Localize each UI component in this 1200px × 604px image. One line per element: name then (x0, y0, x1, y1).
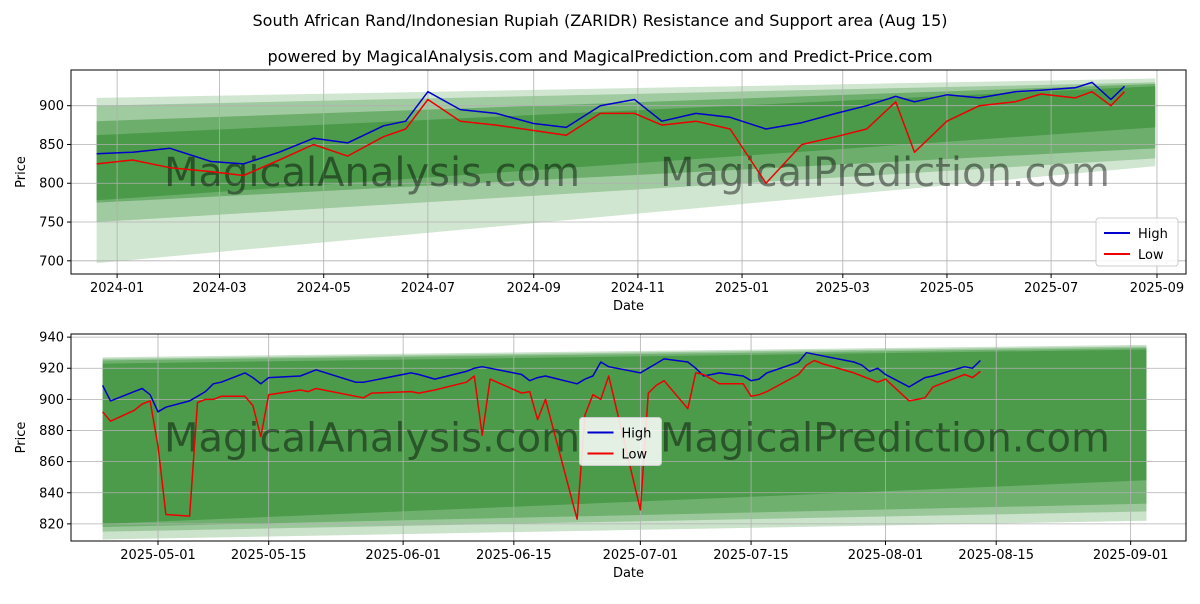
x-tick-label: 2024-05 (297, 281, 351, 296)
legend: High Low (579, 417, 662, 466)
x-tick-label: 2025-01 (715, 281, 769, 296)
x-tick-label: 2025-06-01 (365, 548, 441, 563)
x-tick-label: 2025-09 (1130, 281, 1184, 296)
legend: High Low (1095, 217, 1179, 267)
y-axis-label: Price (14, 422, 29, 454)
axes-frame (70, 333, 1187, 542)
y-tick-label: 940 (39, 331, 64, 346)
legend-low-label: Low (622, 448, 648, 463)
y-axis-label: Price (14, 156, 29, 188)
x-tick-label: 2025-06-15 (476, 548, 552, 563)
y-tick-label: 900 (39, 393, 64, 408)
x-tick-label: 2024-03 (192, 281, 246, 296)
y-tick-label: 900 (39, 99, 64, 114)
x-tick-label: 2024-09 (507, 281, 561, 296)
series-low-line (102, 359, 981, 520)
x-tick-label: 2024-11 (611, 281, 665, 296)
series-high-line (96, 81, 1126, 165)
x-tick-label: 2025-05-01 (120, 548, 196, 563)
x-tick-label: 2025-08-01 (848, 548, 924, 563)
y-tick-label: 880 (39, 424, 64, 439)
chart-subtitle: powered by MagicalAnalysis.com and Magic… (267, 47, 932, 66)
axes-frame (70, 69, 1187, 275)
x-tick-label: 2024-07 (401, 281, 455, 296)
x-tick-label: 2025-07-01 (603, 548, 679, 563)
top-chart-panel: MagicalAnalysis.com MagicalPrediction.com… (14, 69, 1187, 314)
x-tick-label: 2025-08-15 (958, 548, 1034, 563)
support-resistance-band-4 (96, 86, 1156, 201)
y-tick-label: 860 (39, 455, 64, 470)
legend-box (1095, 217, 1179, 267)
y-tick-label: 850 (39, 138, 64, 153)
y-tick-label: 750 (39, 216, 64, 231)
x-tick-label: 2025-05-15 (231, 548, 307, 563)
x-tick-label: 2025-09-01 (1093, 548, 1169, 563)
series-low-line (96, 90, 1126, 184)
y-tick-label: 700 (39, 254, 64, 269)
watermark-magicalanalysis: MagicalAnalysis.com (164, 416, 580, 462)
legend-low-label: Low (1138, 248, 1164, 263)
legend-high-label: High (622, 427, 652, 442)
plot-area: MagicalAnalysis.com MagicalPrediction.com (71, 70, 1186, 274)
series-high-line (101, 351, 981, 413)
x-tick-label: 2025-07-15 (713, 548, 789, 563)
x-axis-label: Date (613, 299, 644, 314)
watermark-magicalprediction: MagicalPrediction.com (660, 416, 1110, 462)
bottom-chart-panel: MagicalAnalysis.com MagicalPrediction.com… (14, 331, 1187, 581)
legend-high-label: High (1138, 227, 1168, 242)
y-tick-label: 820 (39, 517, 64, 532)
y-tick-label: 840 (39, 486, 64, 501)
chart-title: South African Rand/Indonesian Rupiah (ZA… (253, 11, 948, 30)
x-tick-label: 2025-05 (920, 281, 974, 296)
watermark-magicalprediction: MagicalPrediction.com (660, 150, 1110, 196)
watermark-magicalanalysis: MagicalAnalysis.com (164, 150, 580, 196)
y-tick-label: 800 (39, 177, 64, 192)
x-tick-label: 2025-03 (816, 281, 870, 296)
legend-box (579, 417, 662, 466)
x-axis-label: Date (613, 566, 644, 581)
x-tick-label: 2024-01 (90, 281, 144, 296)
y-tick-label: 920 (39, 362, 64, 377)
x-tick-label: 2025-07 (1024, 281, 1078, 296)
